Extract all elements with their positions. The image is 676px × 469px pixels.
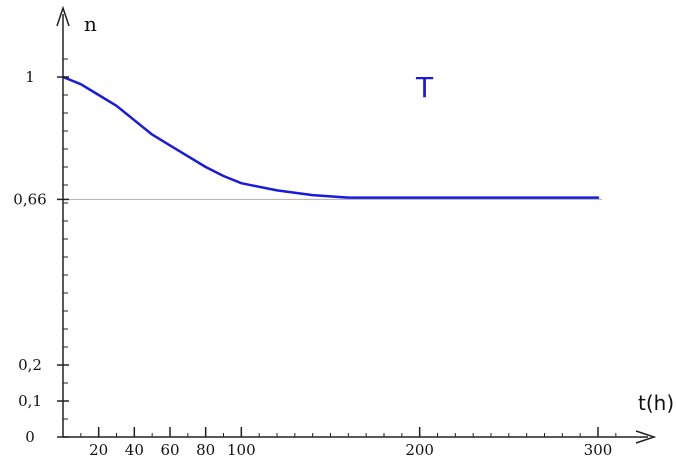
x-tick-label: 100: [227, 441, 256, 459]
x-tick-label: 20: [89, 441, 108, 459]
x-tick-label: 200: [405, 441, 434, 459]
y-tick-label: 0: [25, 428, 35, 446]
series-layer: [61, 75, 600, 199]
y-tick-label: 0,1: [18, 392, 42, 410]
x-tick-label: 300: [584, 441, 613, 459]
x-axis-arrowhead: [635, 430, 657, 444]
tick-labels-layer: 0 0,1 0,2 0,66 1 20 40 60 80 100 200 300: [13, 68, 612, 459]
x-tick-label: 80: [196, 441, 215, 459]
curve-label: T: [415, 71, 434, 104]
x-tick-label: 60: [160, 441, 179, 459]
y-tick-label: 1: [25, 68, 35, 86]
series-line: [61, 75, 600, 199]
y-axis-label: n: [84, 12, 97, 36]
x-tick-label: 40: [125, 441, 144, 459]
y-tick-label: 0,66: [13, 190, 46, 208]
axes-layer: [56, 5, 657, 444]
minor-ticks-layer: [63, 58, 617, 437]
x-axis-label: t(h): [638, 391, 674, 415]
y-tick-label: 0,2: [18, 356, 42, 374]
y-axis-arrowhead: [56, 5, 70, 27]
